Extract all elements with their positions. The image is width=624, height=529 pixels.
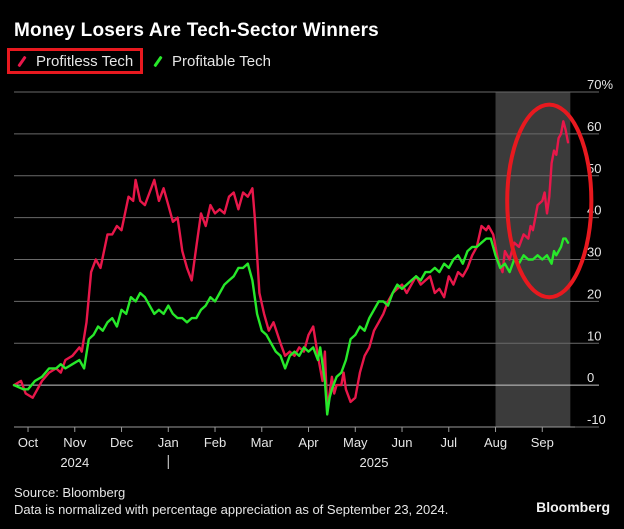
x-tick-label: Nov xyxy=(63,435,87,450)
y-tick-label: 10 xyxy=(587,328,601,343)
x-tick-label: Apr xyxy=(298,435,319,450)
y-tick-label: 70% xyxy=(587,77,613,92)
x-tick-label: Jan xyxy=(158,435,179,450)
year-label: 2025 xyxy=(360,455,389,470)
y-tick-label: -10 xyxy=(587,412,606,427)
series-line-profitless xyxy=(12,120,570,412)
x-tick-label: Dec xyxy=(110,435,134,450)
x-tick-label: Jul xyxy=(440,435,457,450)
legend-label-profitless: Profitless Tech xyxy=(36,53,134,70)
legend-item-profitable[interactable]: Profitable Tech xyxy=(152,53,271,70)
legend-item-profitless[interactable]: Profitless Tech xyxy=(16,53,133,70)
x-tick-label: Feb xyxy=(204,435,226,450)
x-tick-label: Aug xyxy=(484,435,507,450)
year-label: 2024 xyxy=(60,455,89,470)
source-text: Source: Bloomberg xyxy=(14,485,126,500)
footnote-text: Data is normalized with percentage appre… xyxy=(14,502,449,517)
highlight-ellipse xyxy=(505,102,594,300)
legend-highlight-box xyxy=(7,48,143,74)
bloomberg-logo: Bloomberg xyxy=(536,499,610,515)
y-tick-label: 60 xyxy=(587,119,601,134)
x-tick-label: Oct xyxy=(18,435,39,450)
x-tick-label: Mar xyxy=(251,435,274,450)
x-tick-label: May xyxy=(343,435,368,450)
legend-label-profitable: Profitable Tech xyxy=(172,53,271,70)
y-tick-label: 20 xyxy=(587,286,601,301)
x-tick-label: Sep xyxy=(531,435,554,450)
x-tick-label: Jun xyxy=(392,435,413,450)
y-tick-label: 30 xyxy=(587,245,601,260)
series-line-profitable xyxy=(12,237,570,416)
chart-title: Money Losers Are Tech-Sector Winners xyxy=(14,20,379,41)
y-tick-label: 0 xyxy=(587,370,594,385)
